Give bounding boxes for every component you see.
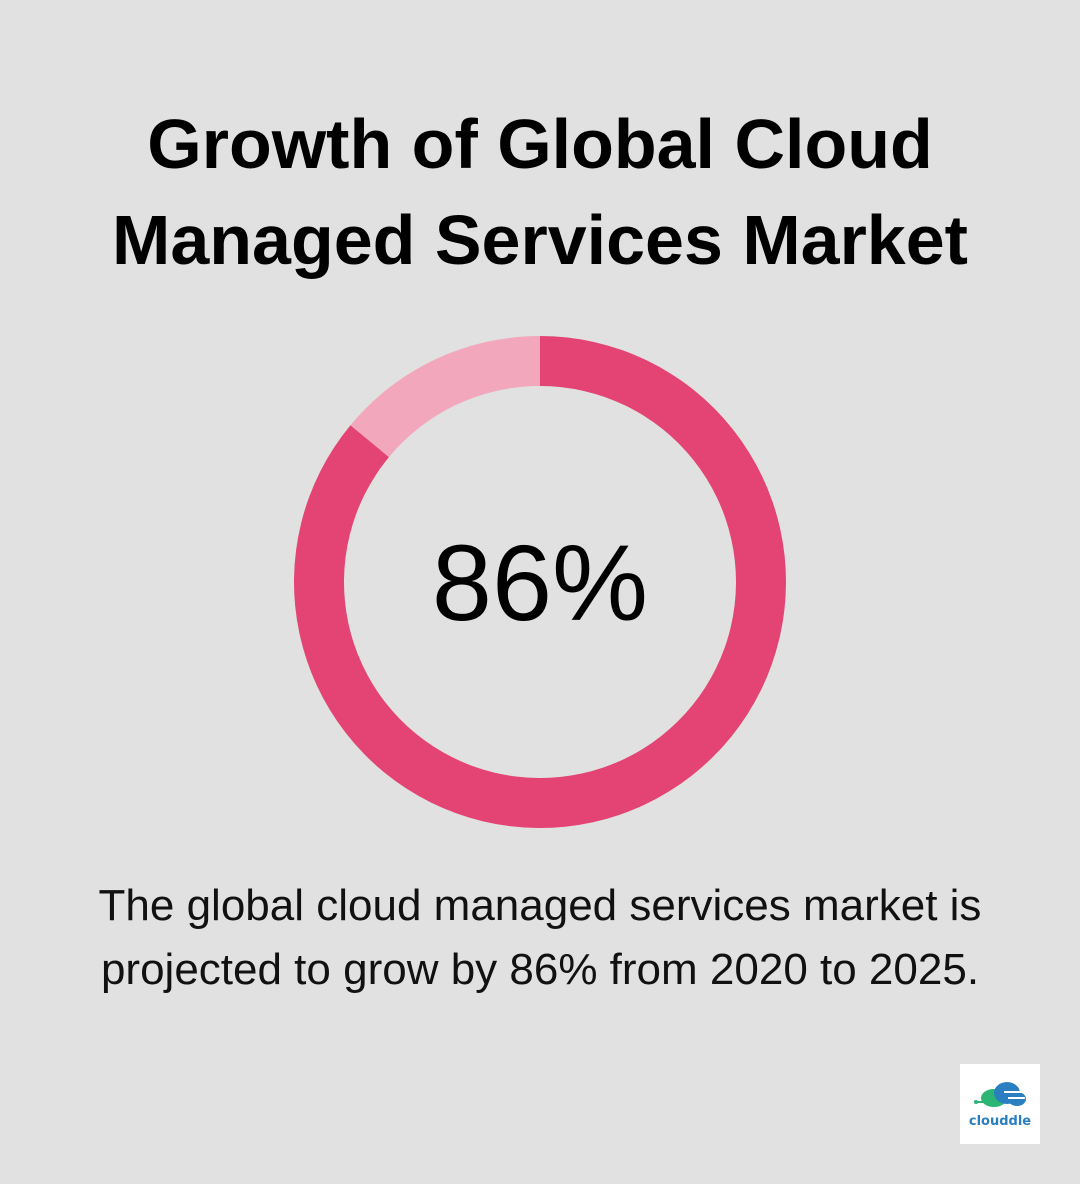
clouddle-logo: clouddle xyxy=(960,1064,1040,1144)
chart-caption: The global cloud managed services market… xyxy=(20,874,1060,1002)
center-value-label: 86% xyxy=(432,522,648,643)
logo-wordmark: clouddle xyxy=(968,1114,1032,1129)
page-title: Growth of Global Cloud Managed Services … xyxy=(40,96,1040,288)
title-line-1: Growth of Global Cloud xyxy=(147,105,933,183)
donut-chart: 86% xyxy=(293,336,786,828)
caption-line-2: projected to grow by 86% from 2020 to 20… xyxy=(100,945,980,994)
donut-slices xyxy=(293,336,786,828)
cloud-icon xyxy=(974,1082,1026,1107)
caption-line-1: The global cloud managed services market… xyxy=(98,881,982,930)
donut-slice-1 xyxy=(350,336,540,458)
title-line-2: Managed Services Market xyxy=(112,201,968,279)
